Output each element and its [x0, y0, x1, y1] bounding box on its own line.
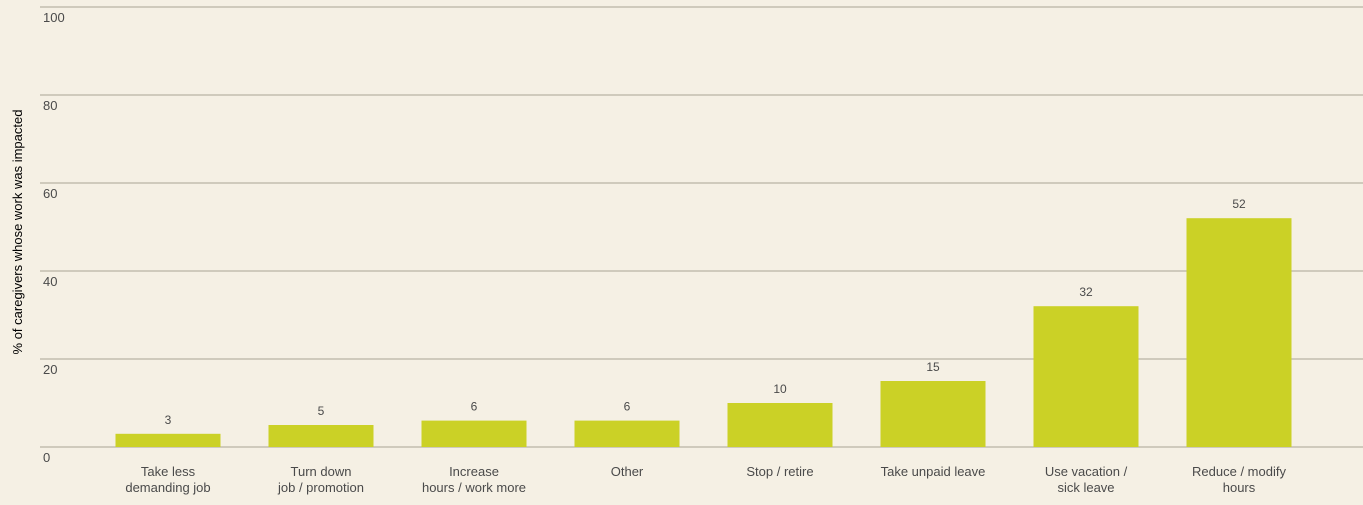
y-tick-labels: 0 20 40 60 80 100 [43, 10, 65, 465]
bar [1033, 306, 1139, 447]
y-tick-label: 20 [43, 362, 57, 377]
bar [421, 420, 527, 447]
data-label: 10 [773, 382, 787, 396]
bar [1186, 218, 1292, 447]
data-labels: 3 5 6 6 10 15 32 52 [165, 197, 1246, 427]
data-label: 52 [1232, 197, 1246, 211]
data-label: 15 [926, 360, 940, 374]
bar [727, 403, 833, 447]
x-tick-labels: Take less demanding job Turn down job / pro… [125, 464, 1286, 495]
data-label: 3 [165, 413, 172, 427]
y-tick-label: 60 [43, 186, 57, 201]
data-label: 6 [624, 400, 631, 414]
x-tick-label: Take less demanding job [125, 464, 210, 495]
x-tick-label: Turn down job / promotion [277, 464, 364, 495]
bar [115, 433, 221, 447]
x-tick-label: Use vacation / sick leave [1045, 464, 1128, 495]
bar [880, 381, 986, 447]
bar [574, 420, 680, 447]
y-tick-label: 80 [43, 98, 57, 113]
bars [115, 218, 1292, 447]
y-tick-label: 40 [43, 274, 57, 289]
x-tick-label: Increase hours / work more [422, 464, 526, 495]
data-label: 32 [1079, 285, 1093, 299]
x-tick-label: Other [611, 464, 644, 479]
x-tick-label: Take unpaid leave [881, 464, 986, 479]
bar [268, 425, 374, 447]
gridlines [40, 6, 1363, 448]
y-axis-label: % of caregivers whose work was impacted [10, 110, 25, 355]
data-label: 5 [318, 404, 325, 418]
y-tick-label: 0 [43, 450, 50, 465]
y-tick-label: 100 [43, 10, 65, 25]
x-tick-label: Stop / retire [746, 464, 813, 479]
x-tick-label: Reduce / modify hours [1192, 464, 1286, 495]
data-label: 6 [471, 400, 478, 414]
